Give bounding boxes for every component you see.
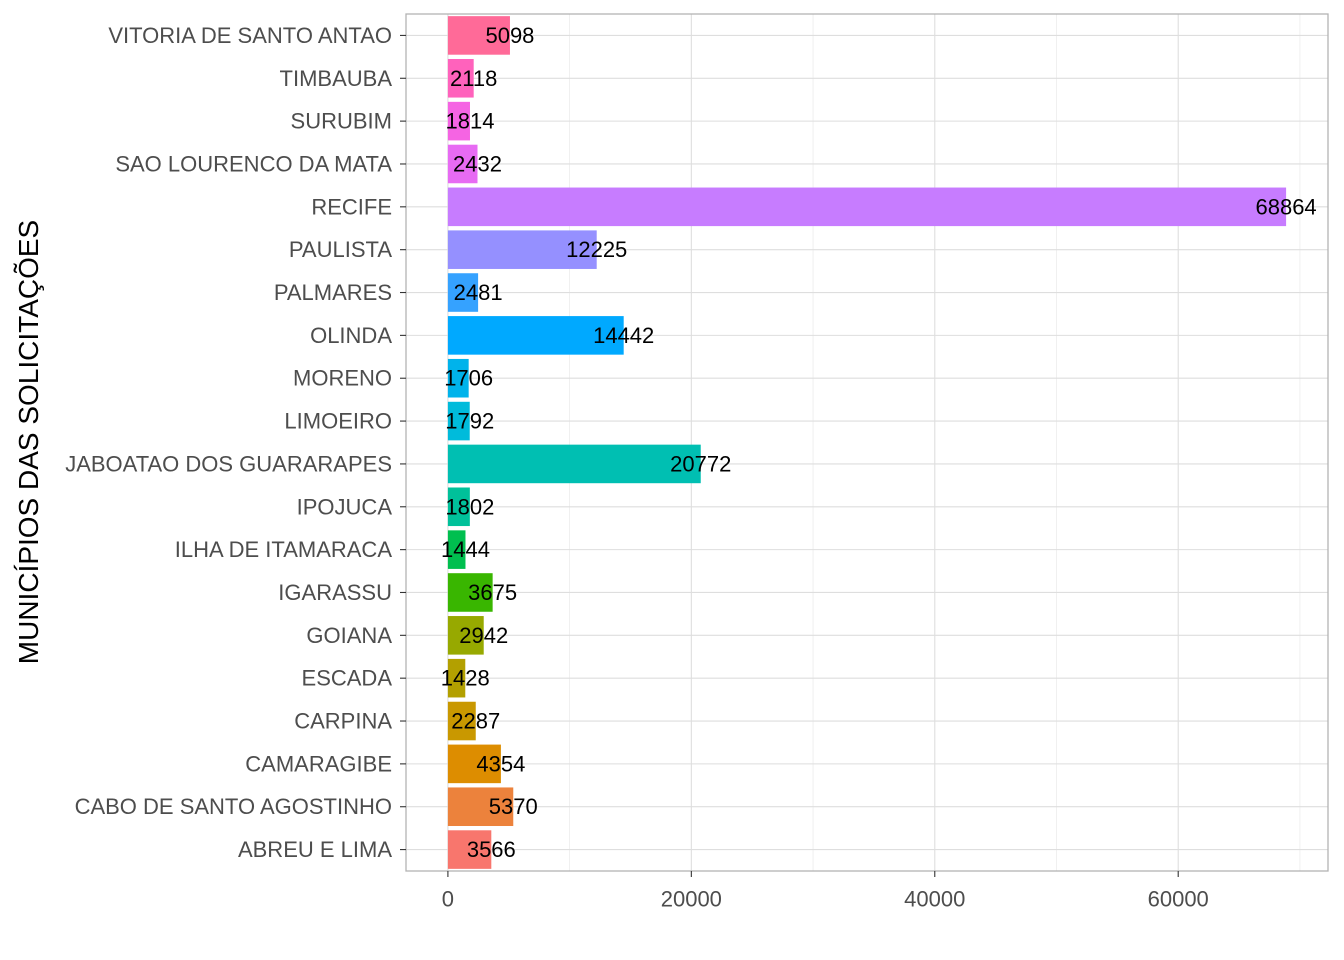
bar — [447, 401, 470, 441]
data-label: 3675 — [468, 580, 517, 605]
data-labels: 3566 5370 4354 2287 1428 2942 3675 1444 1802 2077… — [441, 23, 1317, 862]
category-label: PAULISTA — [289, 237, 392, 262]
category-label: JABOATAO DOS GUARARAPES — [65, 451, 392, 476]
grid-lines — [406, 14, 1328, 871]
bar — [447, 144, 478, 184]
bars — [447, 16, 1287, 869]
bar — [447, 573, 493, 612]
x-tick-label: 40000 — [904, 887, 965, 912]
category-label: TIMBAUBA — [280, 66, 393, 91]
bar — [447, 230, 597, 269]
x-tick-labels: 0 20000 40000 60000 — [442, 887, 1209, 912]
category-label: IPOJUCA — [297, 494, 393, 519]
data-label: 1428 — [441, 666, 490, 691]
data-label: 1814 — [446, 109, 495, 134]
bar — [447, 658, 466, 698]
bar — [447, 616, 484, 655]
data-label: 1444 — [441, 537, 490, 562]
bar — [447, 444, 701, 484]
category-label: ILHA DE ITAMARACA — [175, 537, 393, 562]
data-label: 14442 — [593, 323, 654, 348]
bar — [447, 830, 492, 869]
category-label: SURUBIM — [291, 109, 392, 134]
category-label: ABREU E LIMA — [238, 837, 392, 862]
bar — [447, 487, 470, 527]
category-label: SAO LOURENCO DA MATA — [115, 151, 392, 176]
data-label: 20772 — [670, 451, 731, 476]
category-label: CABO DE SANTO AGOSTINHO — [75, 794, 392, 819]
category-label: GOIANA — [306, 623, 392, 648]
bar — [447, 787, 514, 827]
bar — [447, 101, 470, 141]
bar — [447, 744, 501, 784]
category-label: OLINDA — [310, 323, 392, 348]
data-label: 2942 — [459, 623, 508, 648]
category-label: ESCADA — [302, 666, 393, 691]
category-label: MORENO — [293, 366, 392, 391]
category-label: RECIFE — [311, 194, 392, 219]
bar — [447, 701, 476, 741]
data-label: 1792 — [445, 409, 494, 434]
x-tick-label: 20000 — [661, 887, 722, 912]
category-label: VITORIA DE SANTO ANTAO — [108, 23, 392, 48]
data-label: 5098 — [485, 23, 534, 48]
data-label: 1802 — [445, 494, 494, 519]
data-label: 4354 — [476, 751, 525, 776]
panel-border — [405, 13, 1329, 872]
x-tick-label: 0 — [442, 887, 454, 912]
data-label: 2481 — [454, 280, 503, 305]
bar — [447, 16, 510, 55]
data-label: 1706 — [444, 366, 493, 391]
data-label: 5370 — [489, 794, 538, 819]
category-labels: ABREU E LIMA CABO DE SANTO AGOSTINHO CAMAR… — [65, 23, 392, 862]
bar — [447, 530, 466, 569]
category-label: IGARASSU — [278, 580, 392, 605]
bar — [447, 358, 469, 398]
data-label: 68864 — [1255, 194, 1316, 219]
y-axis-title: MUNICÍPIOS DAS SOLICITAÇÕES — [13, 220, 44, 664]
bar — [447, 58, 474, 98]
x-tick-label: 60000 — [1148, 887, 1209, 912]
data-label: 2432 — [453, 151, 502, 176]
axis-ticks — [400, 34, 1179, 877]
category-label: CAMARAGIBE — [245, 751, 392, 776]
category-label: PALMARES — [274, 280, 392, 305]
data-label: 3566 — [467, 837, 516, 862]
category-label: LIMOEIRO — [284, 409, 392, 434]
data-label: 12225 — [566, 237, 627, 262]
data-label: 2287 — [451, 709, 500, 734]
bar — [447, 273, 479, 312]
bar — [447, 316, 624, 355]
bar — [447, 187, 1287, 227]
data-label: 2118 — [450, 66, 497, 91]
category-label: CARPINA — [294, 709, 392, 734]
